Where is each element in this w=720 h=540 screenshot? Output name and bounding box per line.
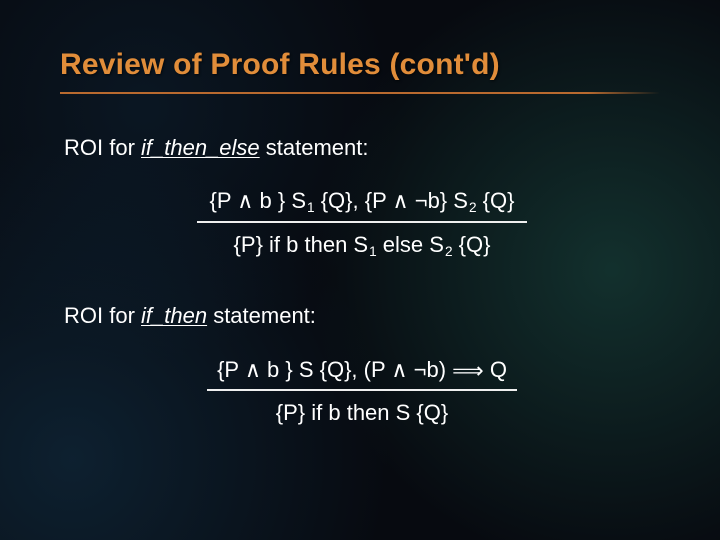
title-underline [60,92,660,94]
rule1-premise: {P ∧ b } S1 {Q}, {P ∧ ¬b} S2 {Q} [64,183,660,219]
section2-intro-suffix: statement: [207,303,316,328]
section2-intro: ROI for if_then statement: [64,298,660,333]
rule-if-then-else: {P ∧ b } S1 {Q}, {P ∧ ¬b} S2 {Q} {P} if … [64,183,660,262]
rule1-conclusion: {P} if b then S1 else S2 {Q} [64,227,660,263]
section1-intro: ROI for if_then_else statement: [64,130,660,165]
section1-intro-prefix: ROI for [64,135,141,160]
section1-intro-suffix: statement: [260,135,369,160]
rule1-bar [197,221,527,223]
rule2-bar [207,389,517,391]
section2-intro-ital: if_then [141,303,207,328]
section2-intro-prefix: ROI for [64,303,141,328]
section1-intro-ital: if_then_else [141,135,260,160]
slide-body: ROI for if_then_else statement: {P ∧ b }… [60,130,660,430]
rule-if-then: {P ∧ b } S {Q}, (P ∧ ¬b) ⟹ Q {P} if b th… [64,352,660,430]
rule2-conclusion: {P} if b then S {Q} [64,395,660,430]
slide: Review of Proof Rules (cont'd) ROI for i… [0,0,720,540]
page-title: Review of Proof Rules (cont'd) [60,48,660,82]
rule2-premise: {P ∧ b } S {Q}, (P ∧ ¬b) ⟹ Q [64,352,660,387]
